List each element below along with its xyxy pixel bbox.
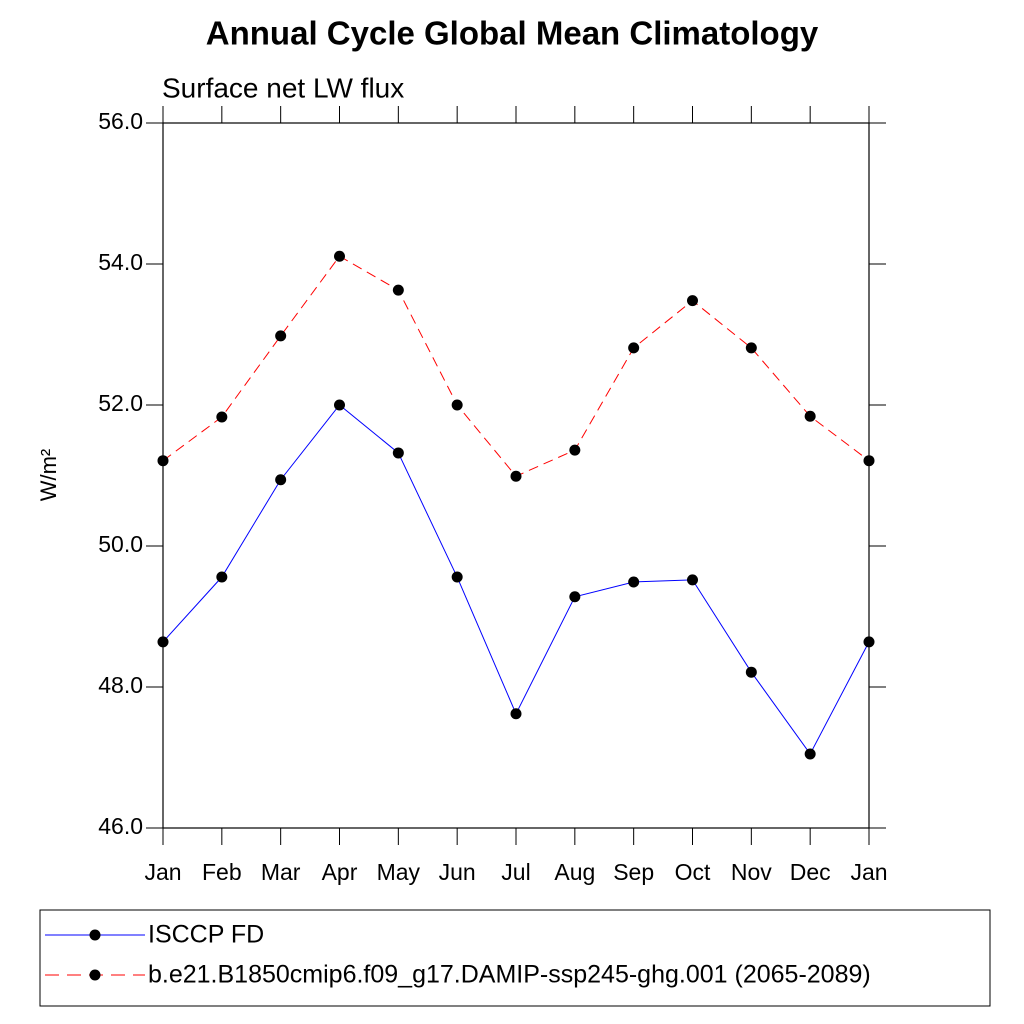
legend-marker [89, 929, 101, 941]
x-tick-label: Jan [850, 859, 887, 885]
data-point [628, 342, 640, 354]
data-point [334, 250, 345, 262]
data-point [687, 574, 698, 586]
x-tick-label: Jun [439, 859, 476, 885]
data-point [863, 455, 875, 467]
y-tick-label: 46.0 [98, 813, 143, 839]
data-point [687, 295, 698, 307]
x-tick-label: Jan [144, 859, 181, 885]
legend-box [39, 909, 991, 1007]
series-line [162, 404, 870, 755]
x-tick-label: May [377, 859, 421, 885]
data-point [804, 410, 816, 422]
data-point [745, 666, 757, 678]
data-point [216, 571, 228, 583]
data-point [510, 708, 522, 720]
data-point [569, 444, 581, 456]
x-tick-label: Feb [202, 859, 242, 885]
x-tick-label: Dec [790, 859, 831, 885]
y-axis-label: W/m² [36, 449, 61, 502]
y-tick-label: 50.0 [98, 531, 143, 557]
data-point [451, 399, 463, 411]
data-point [157, 636, 169, 648]
y-tick-label: 48.0 [98, 672, 143, 698]
series-line [162, 255, 870, 477]
y-tick-label: 56.0 [98, 108, 143, 134]
data-point [216, 411, 228, 423]
data-point [392, 284, 404, 296]
x-tick-label: Jul [501, 859, 530, 885]
data-point [745, 342, 757, 354]
legend-label: b.e21.B1850cmip6.f09_g17.DAMIP-ssp245-gh… [148, 961, 871, 989]
y-tick-label: 54.0 [98, 249, 143, 275]
x-tick-label: Nov [731, 859, 772, 885]
data-point [275, 330, 287, 342]
data-point [157, 455, 169, 467]
data-point [451, 571, 463, 583]
data-point [275, 474, 287, 486]
data-point [628, 576, 640, 588]
x-tick-label: Apr [322, 859, 358, 885]
data-point [569, 591, 581, 603]
y-tick-label: 52.0 [98, 390, 143, 416]
legend-label: ISCCP FD [148, 921, 264, 949]
chart-subtitle: Surface net LW flux [162, 72, 404, 103]
data-point [804, 748, 816, 760]
x-tick-label: Aug [554, 859, 595, 885]
legend-marker [89, 969, 101, 981]
data-point [863, 636, 875, 648]
data-point [510, 470, 522, 482]
x-tick-label: Sep [613, 859, 654, 885]
data-point [334, 399, 345, 411]
chart-title: Annual Cycle Global Mean Climatology [206, 15, 819, 52]
x-tick-label: Mar [261, 859, 301, 885]
data-point [392, 447, 404, 459]
x-tick-label: Oct [675, 859, 711, 885]
